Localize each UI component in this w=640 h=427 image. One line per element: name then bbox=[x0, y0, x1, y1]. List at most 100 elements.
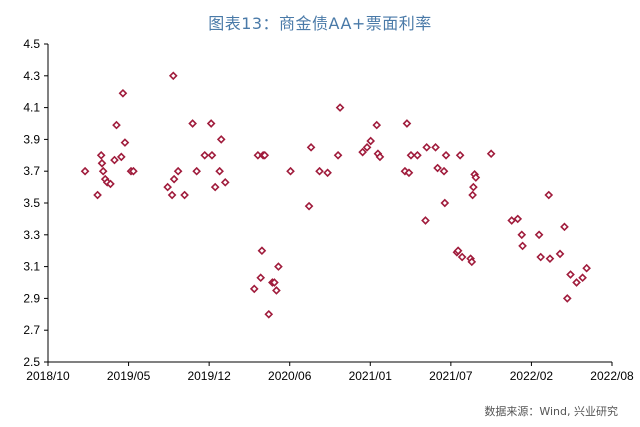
data-point bbox=[116, 152, 126, 162]
data-point bbox=[286, 166, 295, 176]
data-point bbox=[433, 163, 442, 173]
y-tick-label: 4.5 bbox=[23, 37, 40, 51]
data-point bbox=[572, 278, 581, 287]
data-point bbox=[404, 168, 414, 178]
data-point bbox=[422, 143, 432, 152]
data-point bbox=[264, 309, 274, 319]
data-point bbox=[406, 150, 416, 160]
data-point bbox=[467, 257, 477, 267]
data-point bbox=[260, 150, 270, 160]
data-point bbox=[206, 119, 216, 128]
y-tick-label: 3.3 bbox=[23, 228, 40, 242]
x-tick-label: 2021/01 bbox=[349, 369, 393, 383]
data-point bbox=[372, 120, 382, 130]
data-point bbox=[375, 152, 385, 162]
data-point bbox=[440, 198, 450, 208]
data-point bbox=[112, 120, 121, 130]
data-point bbox=[439, 166, 449, 176]
data-point bbox=[169, 174, 179, 184]
x-axis-ticks: 2018/10 2019/05 2019/12 2020/06 2021/01 2021/… bbox=[26, 362, 634, 383]
data-point bbox=[129, 166, 138, 176]
y-tick-label: 3.9 bbox=[23, 132, 40, 146]
data-point bbox=[93, 190, 102, 200]
axes bbox=[47, 44, 612, 363]
data-point bbox=[366, 136, 376, 146]
x-tick-label: 2018/10 bbox=[26, 369, 70, 383]
source-note: 数据来源：Wind, 兴业研究 bbox=[484, 405, 618, 418]
data-point bbox=[120, 138, 130, 147]
data-point bbox=[173, 166, 183, 176]
data-point bbox=[555, 249, 565, 259]
data-point bbox=[582, 263, 591, 273]
data-point bbox=[97, 158, 107, 168]
data-point bbox=[98, 166, 108, 176]
y-tick-label: 3.1 bbox=[23, 260, 40, 274]
data-point bbox=[471, 173, 481, 182]
data-point bbox=[507, 216, 517, 225]
data-point bbox=[216, 135, 226, 144]
data-point bbox=[306, 143, 316, 152]
data-point bbox=[274, 262, 283, 271]
data-point bbox=[545, 254, 555, 263]
data-point bbox=[304, 201, 314, 211]
x-tick-label: 2019/12 bbox=[187, 369, 231, 383]
data-point bbox=[180, 190, 189, 200]
data-point bbox=[578, 273, 587, 283]
y-tick-label: 3.5 bbox=[23, 196, 40, 210]
data-point bbox=[335, 103, 345, 112]
data-points bbox=[80, 71, 591, 319]
y-tick-label: 2.5 bbox=[23, 355, 40, 369]
data-point bbox=[534, 230, 544, 240]
data-point bbox=[80, 166, 90, 176]
data-point bbox=[249, 284, 259, 294]
data-point bbox=[544, 190, 554, 200]
data-point bbox=[323, 168, 332, 178]
data-point bbox=[513, 214, 523, 224]
y-tick-label: 4.3 bbox=[23, 69, 40, 83]
data-point bbox=[215, 166, 224, 176]
data-point bbox=[272, 286, 281, 295]
data-point bbox=[457, 252, 467, 262]
data-point bbox=[96, 150, 106, 160]
x-tick-label: 2019/05 bbox=[107, 369, 151, 383]
x-tick-label: 2022/08 bbox=[590, 369, 634, 383]
data-point bbox=[192, 166, 201, 176]
data-point bbox=[163, 182, 172, 192]
data-point bbox=[200, 150, 210, 160]
chart-title: 图表13：商金债AA+票面利率 bbox=[208, 14, 432, 33]
data-point bbox=[168, 71, 178, 81]
data-point bbox=[453, 246, 463, 256]
data-point bbox=[517, 230, 527, 240]
data-point bbox=[413, 150, 422, 160]
data-point bbox=[566, 270, 575, 279]
data-point bbox=[270, 278, 279, 287]
data-point bbox=[315, 166, 324, 176]
data-point bbox=[402, 119, 412, 128]
data-point bbox=[106, 179, 115, 189]
x-tick-label: 2021/07 bbox=[429, 369, 473, 383]
data-point bbox=[560, 222, 569, 232]
y-tick-label: 3.7 bbox=[23, 164, 40, 178]
data-point bbox=[118, 88, 128, 98]
data-point bbox=[469, 182, 478, 192]
data-point bbox=[536, 252, 546, 262]
x-tick-label: 2020/06 bbox=[268, 369, 312, 383]
data-point bbox=[455, 150, 465, 160]
data-point bbox=[358, 147, 367, 157]
y-tick-label: 2.9 bbox=[23, 291, 40, 305]
data-point bbox=[110, 155, 119, 165]
data-point bbox=[207, 150, 217, 160]
data-point bbox=[333, 150, 343, 160]
data-point bbox=[562, 294, 572, 303]
data-point bbox=[518, 241, 527, 251]
data-point bbox=[431, 143, 440, 152]
data-point bbox=[210, 182, 220, 192]
y-tick-label: 4.1 bbox=[23, 101, 40, 115]
data-point bbox=[441, 150, 451, 160]
data-point bbox=[486, 149, 496, 159]
data-point bbox=[220, 177, 230, 187]
data-point bbox=[167, 190, 177, 200]
data-point bbox=[421, 216, 430, 225]
